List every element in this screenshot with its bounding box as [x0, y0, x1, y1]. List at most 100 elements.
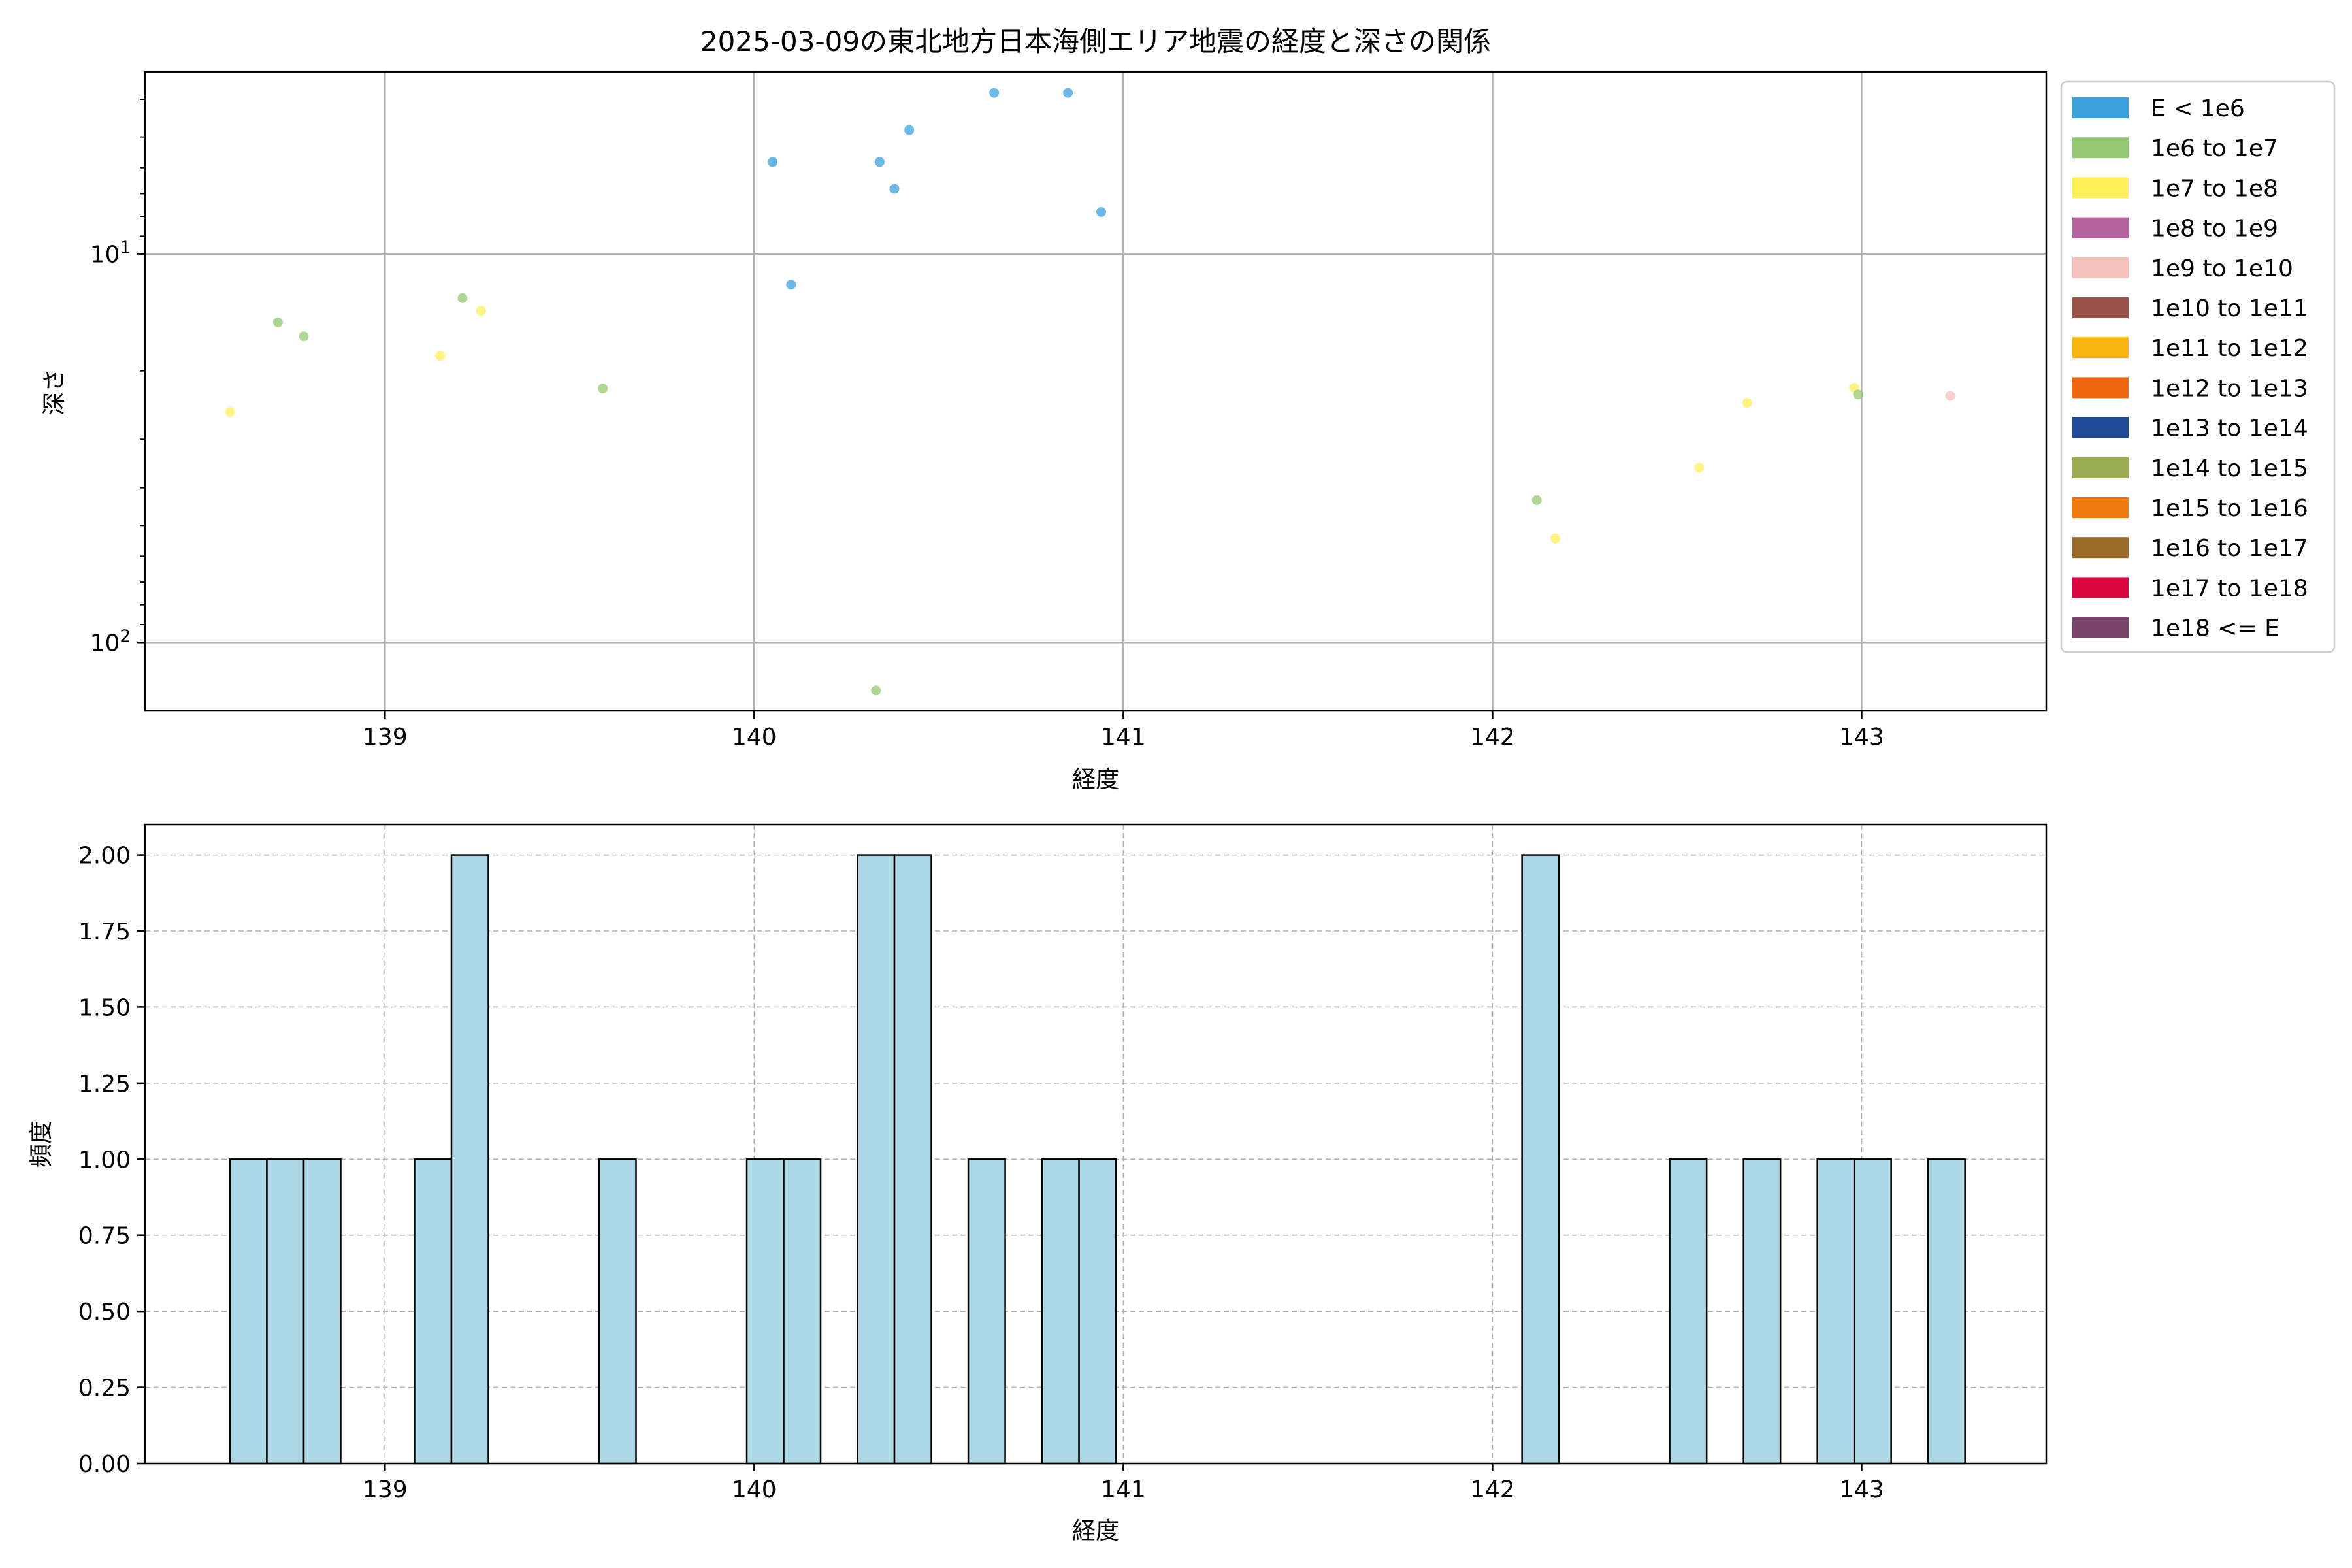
histogram-y-tick-label: 1.75 [78, 919, 131, 945]
legend-swatch [2072, 577, 2129, 598]
scatter-point [1853, 389, 1863, 400]
histogram-y-tick-label: 0.25 [78, 1375, 131, 1402]
scatter-y-tick-label: 101 [90, 238, 131, 269]
scatter-point [598, 384, 608, 394]
histogram-bar [1853, 1158, 1892, 1465]
scatter-ticks: 139 140 141 142 143 101 102 [90, 98, 1884, 751]
scatter-frame [144, 71, 2048, 712]
legend-swatch [2072, 617, 2129, 638]
legend-label: 1e17 to 1e18 [2151, 575, 2308, 602]
histogram-ticks: 0.00 0.25 0.50 0.75 1.00 1.25 1.50 1.75 2.00 139 1… [78, 843, 1884, 1503]
scatter-x-tick-label: 142 [1470, 724, 1515, 751]
legend-label: 1e13 to 1e14 [2151, 416, 2308, 442]
histogram-y-tick-label: 2.00 [78, 843, 131, 870]
histogram-bar [229, 1158, 268, 1465]
histogram-x-tick-label: 139 [363, 1477, 408, 1503]
legend-label: 1e11 to 1e12 [2151, 335, 2308, 362]
histogram-x-axis-title: 経度 [1072, 1518, 1119, 1544]
scatter-point [1550, 533, 1560, 544]
histogram-x-tick-label: 142 [1470, 1477, 1515, 1503]
histogram-y-axis-title: 頻度 [28, 1120, 55, 1168]
scatter-point [435, 351, 446, 361]
scatter-point [272, 317, 283, 327]
histogram-bar [1816, 1158, 1855, 1465]
legend-label: 1e14 to 1e15 [2151, 455, 2308, 482]
histogram-y-tick-label: 1.50 [78, 994, 131, 1021]
histogram-y-tick-label: 0.75 [78, 1223, 131, 1250]
scatter-point [889, 184, 900, 194]
scatter-point [768, 157, 778, 167]
legend-swatch [2072, 217, 2129, 238]
legend-swatch [2072, 537, 2129, 559]
scatter-point [1063, 88, 1073, 98]
histogram-bar [1742, 1158, 1782, 1465]
scatter-point [1531, 495, 1542, 505]
scatter-plot-area [145, 72, 2046, 711]
histogram-bar [1521, 854, 1560, 1465]
legend-swatch [2072, 457, 2129, 478]
histogram-bar [1669, 1158, 1708, 1465]
histogram-y-tick-label: 0.00 [78, 1451, 131, 1478]
scatter-point [1742, 398, 1752, 408]
histogram-y-tick-label: 0.50 [78, 1299, 131, 1326]
legend-label: 1e7 to 1e8 [2151, 175, 2278, 202]
histogram-frame [144, 823, 2048, 1465]
legend-swatch [2072, 337, 2129, 359]
histogram-y-tick-label: 1.00 [78, 1147, 131, 1173]
legend-swatch [2072, 497, 2129, 518]
scatter-x-tick-label: 143 [1839, 724, 1884, 751]
legend-box [2060, 80, 2336, 653]
scatter-y-tick-label: 102 [90, 627, 131, 657]
scatter-x-tick-label: 141 [1101, 724, 1146, 751]
histogram-x-tick-label: 140 [732, 1477, 777, 1503]
scatter-point [457, 293, 468, 303]
histogram-bar [1041, 1158, 1080, 1465]
scatter-point [989, 88, 1000, 98]
legend-label: 1e6 to 1e7 [2151, 135, 2278, 162]
histogram-bars [229, 854, 1966, 1465]
legend: E < 1e6 1e6 to 1e7 1e7 to 1e8 1e8 to 1e9 1e9… [2060, 80, 2336, 653]
scatter-x-tick-label: 139 [363, 724, 408, 751]
legend-label: 1e16 to 1e17 [2151, 535, 2308, 562]
legend-swatch [2072, 257, 2129, 278]
histogram-bar [450, 854, 489, 1465]
scatter-point [225, 406, 235, 417]
scatter-points [225, 88, 1955, 696]
scatter-point [1945, 391, 1955, 401]
scatter-x-tick-label: 140 [732, 724, 777, 751]
scatter-point [299, 331, 309, 342]
histogram-bar [266, 1158, 305, 1465]
scatter-point [871, 685, 881, 696]
legend-label: 1e18 <= E [2151, 615, 2279, 642]
histogram-x-tick-label: 141 [1101, 1477, 1146, 1503]
legend-label: 1e10 to 1e11 [2151, 295, 2308, 322]
histogram-x-tick-label: 143 [1839, 1477, 1884, 1503]
histogram-bar [1078, 1158, 1117, 1465]
histogram-y-tick-label: 1.25 [78, 1071, 131, 1098]
histogram-bar [783, 1158, 822, 1465]
legend-swatch [2072, 417, 2129, 438]
legend-swatch [2072, 377, 2129, 399]
scatter-y-axis-title: 深さ [41, 368, 68, 416]
scatter-point [1096, 206, 1106, 217]
legend-label: 1e12 to 1e13 [2151, 375, 2308, 402]
legend-swatch [2072, 297, 2129, 318]
chart-title: 2025-03-09の東北地方日本海側エリア地震の経度と深さの関係 [700, 25, 1491, 57]
legend-label: E < 1e6 [2151, 95, 2245, 122]
scatter-point [476, 306, 486, 316]
legend-swatch [2072, 177, 2129, 199]
legend-label: 1e8 to 1e9 [2151, 216, 2278, 242]
scatter-panel: 139 140 141 142 143 101 102 経度 深さ [41, 71, 2048, 793]
legend-swatch [2072, 97, 2129, 118]
histogram-bar [302, 1158, 342, 1465]
scatter-grid [145, 72, 2046, 711]
scatter-point [1694, 463, 1705, 473]
histogram-bar [967, 1158, 1006, 1465]
histogram-bar [414, 1158, 453, 1465]
scatter-point [874, 157, 885, 167]
legend-label: 1e15 to 1e16 [2151, 495, 2308, 522]
legend-label: 1e9 to 1e10 [2151, 255, 2293, 282]
histogram-panel: 0.00 0.25 0.50 0.75 1.00 1.25 1.50 1.75 2.00 139 1… [28, 823, 2048, 1544]
histogram-bar [893, 854, 932, 1465]
